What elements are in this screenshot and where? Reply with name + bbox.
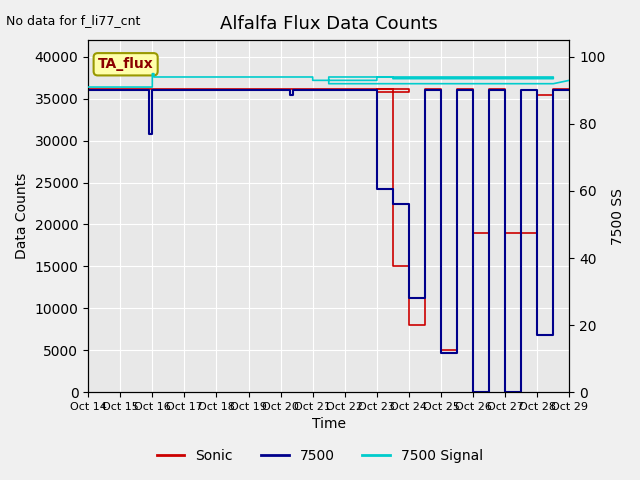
Text: No data for f_li77_cnt: No data for f_li77_cnt bbox=[6, 14, 141, 27]
Text: TA_flux: TA_flux bbox=[98, 57, 154, 71]
Legend: Sonic, 7500, 7500 Signal: Sonic, 7500, 7500 Signal bbox=[151, 443, 489, 468]
Y-axis label: 7500 SS: 7500 SS bbox=[611, 188, 625, 244]
Title: Alfalfa Flux Data Counts: Alfalfa Flux Data Counts bbox=[220, 15, 438, 33]
X-axis label: Time: Time bbox=[312, 418, 346, 432]
Y-axis label: Data Counts: Data Counts bbox=[15, 173, 29, 259]
